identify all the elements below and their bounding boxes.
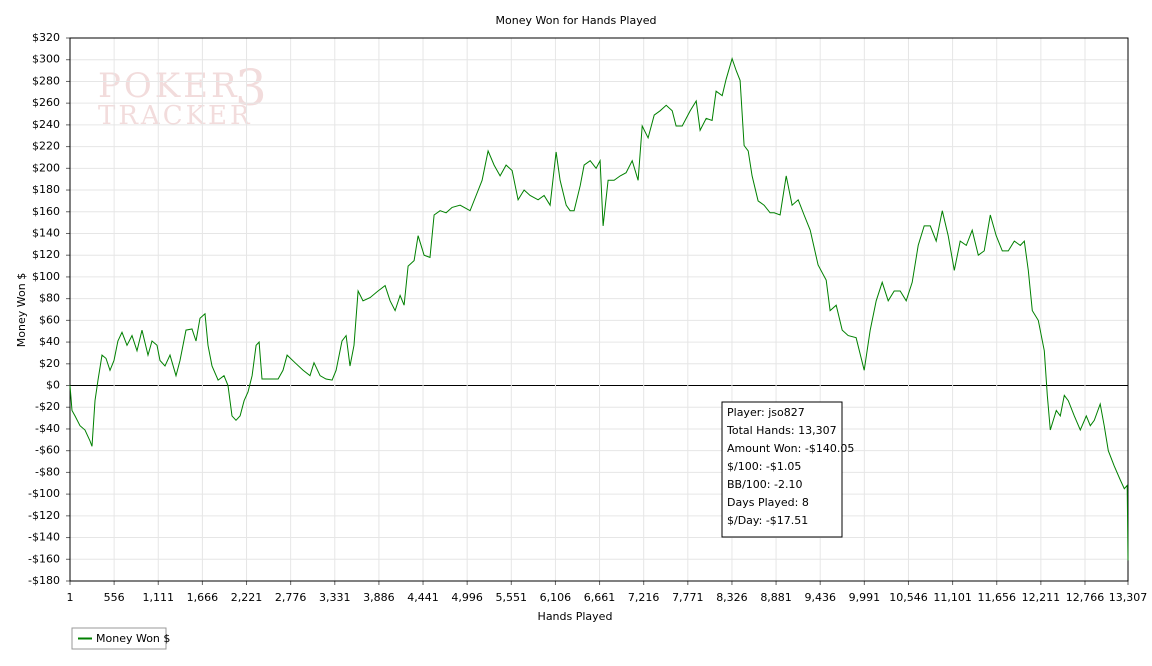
y-tick-label: $260 (32, 96, 60, 109)
plot-border (69, 37, 1129, 582)
chart-title: Money Won for Hands Played (496, 14, 657, 27)
data-line (69, 56, 1129, 561)
x-tick-label: 5,551 (496, 591, 528, 604)
y-tick-label: $180 (32, 183, 60, 196)
y-tick-label: $20 (39, 357, 60, 370)
y-tick-label: $0 (46, 379, 60, 392)
x-tick-label: 8,881 (760, 591, 792, 604)
x-tick-label: 12,766 (1066, 591, 1105, 604)
x-tick-label: 12,211 (1022, 591, 1061, 604)
y-tick-label: -$160 (28, 552, 60, 565)
y-tick-label: $240 (32, 118, 60, 131)
stats-box (721, 401, 843, 538)
watermark: 3 (235, 59, 270, 117)
x-tick-label: 2,221 (231, 591, 263, 604)
y-tick-label: -$180 (28, 574, 60, 587)
stats-line: $/Day: -$17.51 (727, 514, 808, 527)
legend-label: Money Won $ (96, 632, 170, 645)
y-tick-label: -$120 (28, 509, 60, 522)
y-tick-label: $120 (32, 248, 60, 261)
y-tick-label: $200 (32, 161, 60, 174)
y-tick-label: $100 (32, 270, 60, 283)
x-tick-label: 2,776 (275, 591, 307, 604)
stats-line: BB/100: -2.10 (727, 478, 802, 491)
y-tick-label: -$100 (28, 487, 60, 500)
x-tick-label: 7,216 (628, 591, 660, 604)
y-tick-label: -$20 (35, 400, 60, 413)
x-tick-label: 1,666 (187, 591, 219, 604)
watermark: POKER (98, 66, 240, 106)
x-tick-label: 10,546 (889, 591, 928, 604)
x-tick-label: 6,106 (540, 591, 572, 604)
y-tick-label: $300 (32, 53, 60, 66)
x-tick-label: 1 (67, 591, 74, 604)
x-tick-label: 1,111 (143, 591, 175, 604)
y-tick-label: $160 (32, 205, 60, 218)
x-tick-label: 3,886 (363, 591, 395, 604)
x-tick-label: 556 (104, 591, 125, 604)
x-tick-label: 13,307 (1109, 591, 1148, 604)
y-tick-label: -$80 (35, 465, 60, 478)
stats-line: $/100: -$1.05 (727, 460, 801, 473)
x-tick-label: 9,436 (804, 591, 836, 604)
y-tick-label: $320 (32, 31, 60, 44)
stats-line: Player: jso827 (727, 406, 805, 419)
x-tick-label: 9,991 (849, 591, 881, 604)
x-axis-label: Hands Played (538, 610, 613, 623)
legend-box (71, 627, 167, 650)
y-tick-label: $80 (39, 292, 60, 305)
stats-line: Days Played: 8 (727, 496, 809, 509)
y-tick-label: $140 (32, 226, 60, 239)
stats-line: Amount Won: -$140.05 (727, 442, 854, 455)
y-tick-label: $40 (39, 335, 60, 348)
x-tick-label: 4,996 (451, 591, 483, 604)
y-tick-label: $280 (32, 74, 60, 87)
stats-line: Total Hands: 13,307 (726, 424, 837, 437)
y-tick-label: $220 (32, 140, 60, 153)
x-tick-label: 8,326 (716, 591, 748, 604)
y-axis-label: Money Won $ (15, 273, 28, 347)
x-tick-label: 7,771 (672, 591, 704, 604)
x-tick-label: 11,101 (933, 591, 972, 604)
x-tick-label: 3,331 (319, 591, 351, 604)
y-tick-label: -$40 (35, 422, 60, 435)
x-tick-label: 11,656 (977, 591, 1016, 604)
watermark: TRACKER (98, 101, 253, 131)
x-tick-label: 6,661 (584, 591, 616, 604)
y-tick-label: -$60 (35, 444, 60, 457)
y-tick-label: $60 (39, 313, 60, 326)
y-tick-label: -$140 (28, 531, 60, 544)
x-tick-label: 4,441 (407, 591, 439, 604)
